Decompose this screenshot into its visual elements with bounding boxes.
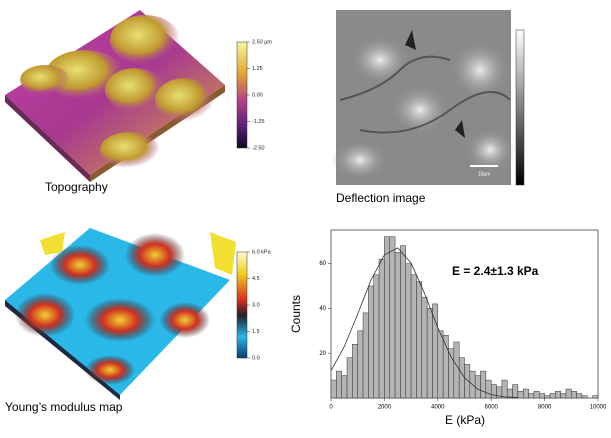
bar: [336, 370, 342, 399]
topography-caption: Topography: [45, 180, 108, 194]
bar: [437, 330, 444, 399]
y-tick-label: 60: [319, 261, 326, 267]
bar: [453, 341, 460, 399]
annotation: E = 2.4±1.3 kPa: [452, 264, 539, 278]
bar: [544, 395, 551, 399]
deflection-image: 10µm: [332, 10, 515, 185]
bar: [571, 391, 577, 399]
bar: [522, 388, 529, 399]
bar: [528, 393, 535, 399]
x-tick-label: 0: [329, 405, 333, 411]
colorbar-tick-label: 0.0: [252, 355, 260, 361]
bar: [421, 296, 428, 399]
bar: [533, 391, 540, 399]
topography-colorbar: [236, 41, 248, 149]
colorbar-tick-label: 2.50 µm: [252, 39, 272, 45]
colorbar-tick-label: -2.50: [252, 145, 265, 151]
bar: [400, 245, 407, 399]
modulus-surface: [5, 228, 236, 400]
bar: [394, 252, 401, 399]
bar: [341, 375, 348, 399]
bar: [405, 263, 412, 399]
bar: [330, 379, 337, 399]
colorbar-tick-label: 1.25: [252, 66, 263, 72]
bar: [555, 391, 561, 399]
bar: [458, 357, 465, 399]
bar: [384, 236, 390, 399]
bar: [416, 281, 423, 399]
bar: [357, 330, 364, 399]
bar: [480, 370, 487, 399]
bar: [517, 391, 524, 399]
x-axis-label: E (kPa): [445, 413, 485, 427]
bar: [346, 357, 353, 399]
scale-bar-label: 10µm: [478, 171, 491, 177]
x-tick-label: 6000: [485, 405, 499, 411]
modulus-colorbar: [236, 251, 248, 359]
bar: [581, 395, 588, 399]
histogram: Counts E (kPa) E = 2.4±1.3 kPa 0 2000 4000…: [289, 229, 607, 427]
bar: [592, 395, 599, 399]
colorbar-tick-label: 4.5: [252, 276, 260, 282]
colorbar-tick-label: 0.00: [252, 92, 263, 98]
y-tick-label: 20: [319, 351, 326, 357]
bar: [362, 312, 369, 399]
bar: [549, 393, 556, 399]
bar: [448, 348, 455, 399]
deflection-caption: Deflection image: [336, 191, 426, 205]
bar: [576, 393, 583, 399]
bar: [501, 379, 508, 399]
bar: [352, 343, 358, 399]
bar: [432, 303, 439, 399]
colorbar-tick-label: 6.0 kPa: [252, 249, 272, 255]
bar: [389, 236, 396, 399]
bar: [565, 388, 572, 399]
bar: [512, 384, 519, 399]
modulus-caption: Young’s modulus map: [5, 400, 123, 414]
bar: [485, 379, 492, 399]
colorbar-tick-label: -1.25: [252, 119, 265, 125]
bar: [368, 285, 374, 399]
x-tick-label: 8000: [538, 405, 552, 411]
y-tick-label: 40: [319, 306, 326, 312]
y-axis-label: Counts: [289, 295, 303, 333]
colorbar-tick-label: 1.5: [252, 329, 260, 335]
bar: [490, 384, 497, 399]
bar: [410, 274, 417, 399]
bar: [539, 393, 545, 399]
bar: [426, 308, 433, 399]
deflection-colorbar: [515, 29, 525, 186]
x-tick-label: 10000: [590, 405, 607, 411]
fit-curve: [330, 247, 518, 398]
topography-surface: [5, 10, 225, 182]
colorbar-tick-label: 3.0: [252, 302, 260, 308]
bar: [474, 375, 481, 399]
x-tick-label: 4000: [431, 405, 445, 411]
bar: [378, 258, 385, 399]
bar: [560, 393, 567, 399]
bar: [373, 274, 380, 399]
x-tick-label: 2000: [378, 405, 392, 411]
